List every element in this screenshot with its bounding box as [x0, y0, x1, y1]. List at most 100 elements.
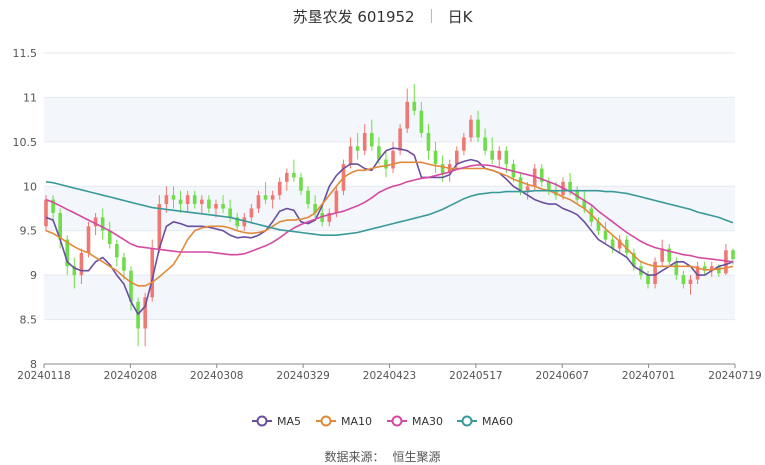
candle-body [242, 217, 247, 227]
candle-body [405, 101, 410, 129]
candle-body [100, 217, 105, 231]
candle [249, 204, 254, 222]
candle-body [79, 252, 84, 276]
candle [51, 195, 55, 222]
candle-body [228, 208, 232, 218]
candle-body [334, 190, 339, 213]
chart-legend: MA5 MA10 MA30 MA60 [252, 415, 513, 428]
legend-label: MA10 [341, 415, 372, 428]
candle-body [355, 146, 360, 151]
candle [447, 159, 452, 182]
candle-body [695, 266, 700, 280]
candle-body [256, 195, 261, 209]
candle-body [731, 250, 735, 260]
candle [660, 239, 664, 267]
candle-body [525, 186, 530, 191]
legend-marker [461, 415, 473, 427]
candle-body [384, 159, 388, 169]
candle-body [249, 208, 254, 218]
candle-body [454, 150, 459, 165]
candle-body [221, 204, 225, 209]
candle-body [709, 266, 714, 271]
candle [355, 132, 360, 160]
candle-body [51, 199, 55, 213]
candle-body [72, 266, 77, 276]
x-tick-label: 20240329 [276, 370, 329, 382]
candle [270, 190, 275, 209]
candle [497, 146, 502, 169]
y-axis: 8 8.5 9 9.5 10 10.5 11 11.5 [13, 47, 38, 371]
candle-body [717, 266, 721, 274]
candle-body [122, 257, 126, 271]
candle [185, 190, 190, 213]
candle-body [115, 244, 119, 258]
candle [200, 195, 204, 213]
header-divider [430, 9, 432, 23]
y-tick-label: 9 [30, 269, 37, 282]
legend-label: MA60 [482, 415, 513, 428]
candle-body [539, 168, 544, 182]
candle [476, 110, 480, 142]
candle [277, 177, 282, 200]
candle [79, 248, 84, 285]
grid-bands [44, 52, 735, 365]
candle [667, 244, 672, 267]
candle-body [412, 101, 417, 111]
candle [192, 190, 197, 209]
candle [724, 244, 728, 276]
candle [136, 297, 140, 347]
candle [688, 275, 693, 295]
y-tick-label: 9.5 [20, 225, 38, 238]
legend-item-ma10: MA10 [316, 415, 372, 428]
candle [256, 190, 261, 213]
candle-body [391, 150, 395, 169]
y-tick-label: 10 [23, 180, 37, 193]
candle-body [270, 195, 275, 200]
candle-body [617, 239, 622, 249]
candle [157, 195, 162, 253]
candle-body [143, 297, 147, 329]
candle-body [178, 199, 183, 205]
candle [72, 257, 77, 289]
candle-body [65, 239, 70, 267]
candle [433, 141, 438, 173]
candle-body [490, 150, 494, 160]
candle [235, 212, 240, 231]
candle-body [667, 248, 672, 262]
candle-body [532, 168, 537, 187]
candle [86, 221, 91, 258]
candle-body [582, 199, 587, 209]
candle-body [483, 137, 487, 151]
candle-body [150, 248, 155, 298]
legend-item-ma60: MA60 [457, 415, 513, 428]
y-tick-label: 8.5 [20, 314, 38, 327]
candle [490, 137, 494, 165]
stock-title: 苏垦农发 601952 [292, 7, 415, 26]
x-tick-label: 20240517 [449, 370, 502, 382]
moving-average-lines [45, 147, 734, 316]
y-tick-label: 10.5 [13, 136, 38, 149]
candle [242, 212, 247, 231]
candle [306, 186, 310, 209]
period-label[interactable]: 日K [447, 7, 473, 26]
candle-body [93, 217, 98, 227]
candle-body [369, 132, 374, 147]
candle-body [171, 195, 176, 200]
source-label: 数据来源： [324, 450, 385, 464]
x-tick-label: 20240423 [363, 370, 416, 382]
candle-body [377, 146, 381, 160]
candle-body [469, 119, 473, 138]
legend-marker [391, 415, 403, 427]
candle-body [603, 230, 608, 240]
candle-body [497, 150, 502, 160]
x-tick-label: 20240701 [622, 370, 675, 382]
candle-body [624, 239, 629, 253]
candle-body [426, 132, 431, 151]
candle-body [653, 261, 657, 285]
candle-body [129, 270, 133, 302]
candle-body [277, 181, 282, 196]
grid-band [44, 275, 735, 320]
candle-body [504, 150, 509, 165]
